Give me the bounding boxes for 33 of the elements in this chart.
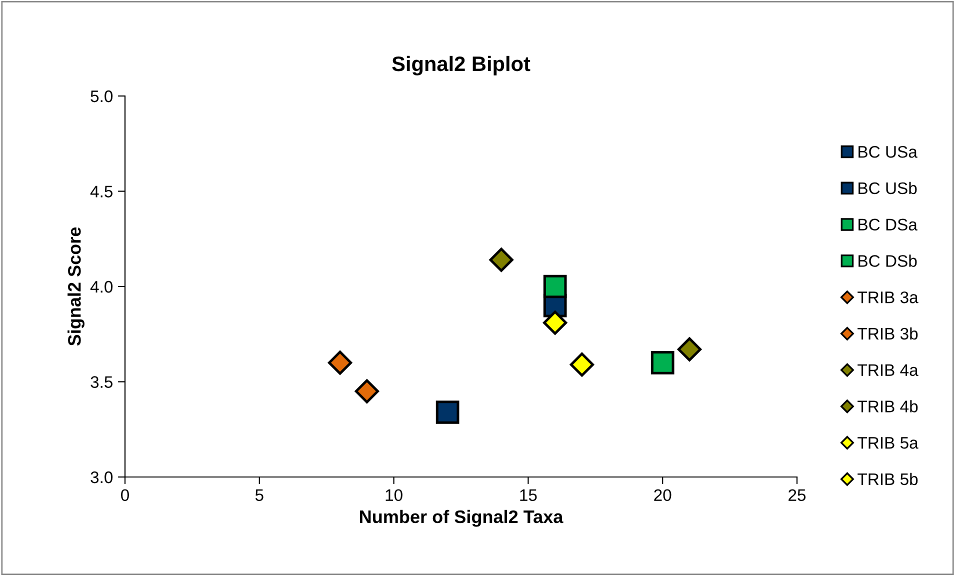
- y-tick-label: 4.5: [90, 186, 112, 198]
- y-tick-label: 3.5: [90, 376, 112, 388]
- point: [543, 310, 568, 335]
- point: [650, 351, 674, 374]
- y-tick-label: 4.0: [90, 280, 113, 293]
- y-tick-label: 5.0: [90, 90, 113, 102]
- legend-label: TRIB 5b: [858, 472, 918, 486]
- point: [489, 248, 514, 272]
- x-tick-label: 5: [255, 489, 264, 502]
- y-axis-title: Signal2 Score: [68, 227, 84, 346]
- legend-label: TRIB 4a: [858, 364, 918, 376]
- legend-label: BC DSa: [858, 218, 918, 231]
- legend-label: TRIB 3a: [858, 291, 918, 304]
- x-axis-title: Number of Signal2 Taxa: [360, 510, 564, 527]
- point: [543, 274, 567, 298]
- legend-label: TRIB 4b: [858, 400, 918, 412]
- point: [436, 400, 460, 424]
- legend-label: TRIB 3b: [858, 327, 918, 340]
- x-tick-label: 20: [654, 489, 672, 502]
- y-tick-label: 3.0: [90, 471, 113, 484]
- legend-label: TRIB 5a: [858, 437, 918, 449]
- point: [677, 337, 702, 362]
- x-tick-label: 10: [386, 489, 402, 502]
- point: [354, 379, 379, 404]
- point: [328, 350, 352, 375]
- x-tick-label: 25: [788, 489, 806, 502]
- x-tick-label: 15: [520, 489, 537, 502]
- legend-label: BC USb: [858, 182, 917, 194]
- legend-label: BC USa: [858, 146, 918, 158]
- chart-title: Signal2 Biplot: [392, 56, 530, 76]
- x-tick-label: 0: [121, 489, 129, 502]
- point: [570, 352, 594, 377]
- legend-label: BC DSb: [858, 254, 917, 267]
